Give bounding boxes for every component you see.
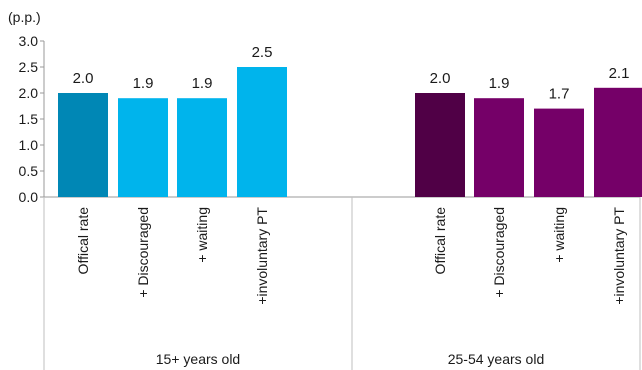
bar (58, 93, 108, 197)
category-label: + Discouraged (135, 207, 151, 298)
value-label: 2.1 (609, 65, 630, 82)
value-label: 1.7 (549, 86, 570, 103)
value-label: 2.0 (430, 70, 451, 87)
bars (58, 67, 642, 197)
category-label: + waiting (551, 207, 567, 263)
category-label: +involuntary PT (254, 207, 270, 305)
bar (415, 93, 465, 197)
labels: 2.0 Offical rate 1.9 + Discouraged 1.9 + wait… (73, 44, 630, 367)
category-label: + waiting (194, 207, 210, 263)
unit-label: (p.p.) (8, 9, 41, 25)
group-label: 15+ years old (156, 351, 240, 367)
bar (237, 67, 287, 197)
y-tick-label: 0.5 (19, 163, 39, 179)
category-label: Offical rate (432, 207, 448, 275)
bar (118, 98, 168, 197)
value-label: 1.9 (489, 75, 510, 92)
value-label: 1.9 (192, 75, 213, 92)
value-label: 2.5 (252, 44, 273, 61)
value-label: 1.9 (133, 75, 154, 92)
category-label: + Discouraged (491, 207, 507, 298)
value-label: 2.0 (73, 70, 94, 87)
bar (177, 98, 227, 197)
y-tick-label: 2.0 (19, 85, 39, 101)
y-tick-label: 0.0 (19, 189, 39, 205)
y-tick-label: 1.0 (19, 137, 39, 153)
category-label: Offical rate (75, 207, 91, 275)
bar (534, 108, 584, 197)
bar (474, 98, 524, 197)
group-label: 25-54 years old (448, 351, 545, 367)
y-tick-label: 3.0 (19, 33, 39, 49)
category-label: +involuntary PT (611, 207, 627, 305)
y-tick-label: 1.5 (19, 111, 39, 127)
bar (594, 87, 642, 197)
axes: 0.0 0.5 1.0 1.5 2.0 2.5 3.0 (19, 33, 641, 370)
y-tick-label: 2.5 (19, 59, 39, 75)
